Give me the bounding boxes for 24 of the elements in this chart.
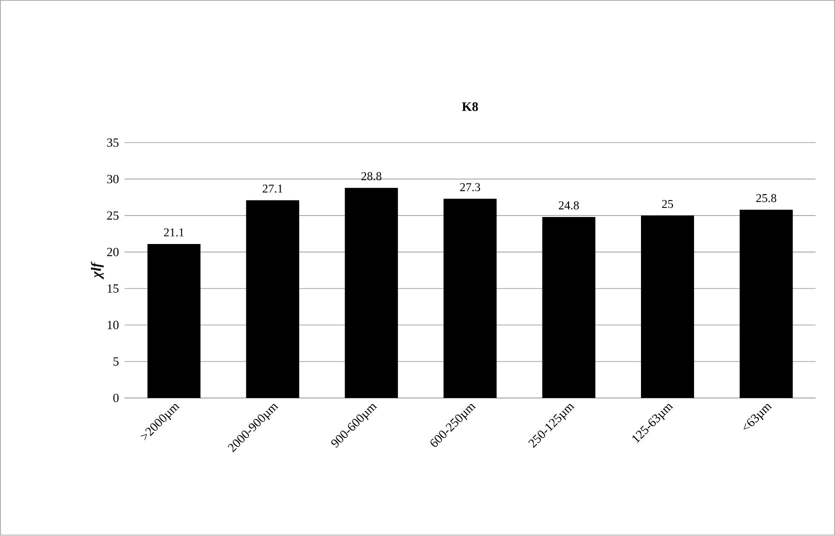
y-tick-label: 0 bbox=[113, 394, 119, 402]
data-label: 21.1 bbox=[164, 228, 184, 237]
data-label: 25 bbox=[662, 200, 674, 208]
data-label: 24.8 bbox=[558, 202, 579, 210]
data-label: 27.3 bbox=[460, 183, 480, 192]
y-tick-label: 30 bbox=[107, 175, 119, 184]
bar bbox=[344, 188, 398, 398]
bar bbox=[147, 244, 200, 398]
data-label: 28.8 bbox=[361, 172, 382, 181]
y-tick-label: 5 bbox=[114, 358, 119, 366]
y-tick-label: 25 bbox=[107, 212, 119, 220]
bar bbox=[542, 217, 596, 398]
y-tick-label: 35 bbox=[107, 138, 119, 148]
y-axis-title: χlf bbox=[90, 262, 104, 280]
bar bbox=[444, 198, 497, 398]
bar bbox=[246, 200, 300, 398]
y-tick-label: 15 bbox=[108, 284, 119, 293]
y-tick-label: 10 bbox=[108, 321, 119, 330]
bar bbox=[740, 210, 793, 398]
y-tick-label: 20 bbox=[107, 248, 119, 256]
bar bbox=[640, 216, 694, 398]
chart-title: K8 bbox=[462, 102, 478, 112]
data-label: 25.8 bbox=[756, 194, 776, 202]
data-label: 27.1 bbox=[262, 184, 282, 193]
